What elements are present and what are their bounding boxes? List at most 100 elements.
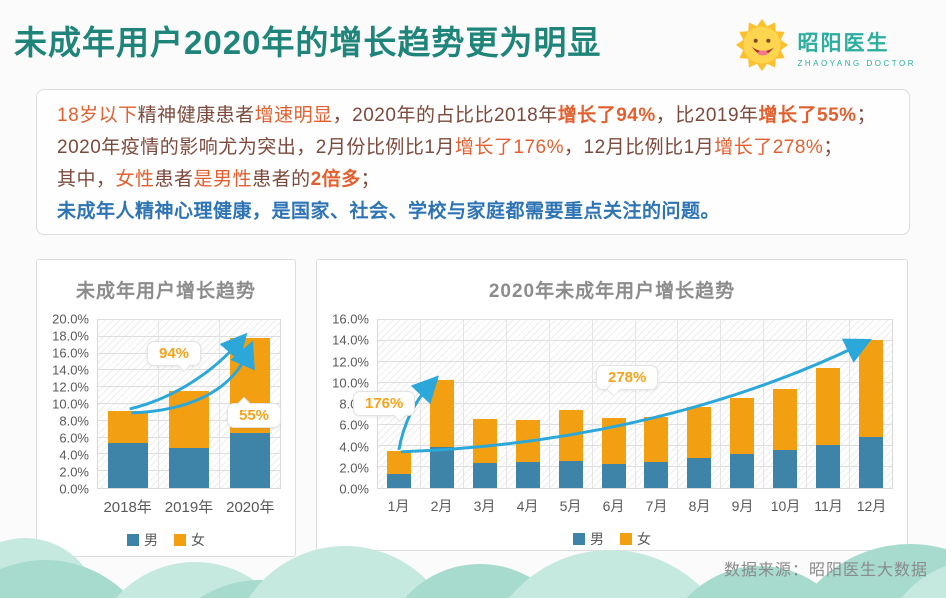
y-axis-tick-label: 12.0% [332, 354, 369, 369]
summary-text-segment: 患者 [154, 169, 194, 190]
y-axis-tick-label: 4.0% [339, 439, 369, 454]
stacked-bar [687, 320, 712, 488]
stacked-bar [108, 320, 148, 488]
y-axis-tick-label: 14.0% [52, 362, 89, 378]
bar-segment-female [859, 339, 884, 437]
charts-row: 未成年用户增长趋势 0.0% 2.0% 4.0% 6.0% 8.0% 10.0% 12.0%… [36, 259, 910, 557]
bar-segment-female [816, 368, 841, 445]
summary-text-segment: 女性 [115, 169, 155, 190]
summary-line-2: 2020年疫情的影响尤为突出，2月份比例比1月增长了176%，12月比例比1月增… [57, 132, 889, 164]
header: 未成年用户2020年的增长趋势更为明显 昭阳医生 ZHAOYANG DOCTOR [0, 0, 946, 83]
x-axis: 2018年 2019年 2020年 [97, 496, 281, 517]
summary-text-segment: 是 [193, 169, 214, 190]
bar-segment-male [515, 461, 540, 488]
x-axis: 1月 2月 3月 4月 5月 6月 7月 8月 9月 10月 11月 12月 [377, 496, 893, 516]
y-axis-tick-label: 8.0% [59, 413, 89, 429]
gridline [98, 335, 280, 337]
summary-text-segment: ，12月比例比1月 [564, 137, 715, 158]
monthly-growth-chart-card: 2020年未成年用户增长趋势 0.0%2.0%4.0%6.0%8.0%10.0%… [316, 259, 908, 551]
stacked-bar [773, 320, 798, 488]
summary-card: 18岁以下精神健康患者增速明显，2020年的占比比2018年增长了94%，比20… [36, 89, 910, 235]
bar-segment-male [687, 457, 712, 488]
y-axis-tick-label: 6.0% [59, 430, 89, 446]
bar-segment-female [730, 397, 755, 455]
y-axis-tick-label: 16.0% [52, 345, 89, 361]
plot-area-wrap: 94% 55% 2018年 2019年 2020年 [97, 319, 282, 517]
data-source-note: 数据来源：昭阳医生大数据 [723, 562, 928, 579]
sun-face-logo-icon [735, 18, 789, 77]
summary-text-segment: 患者的 [252, 169, 311, 190]
x-axis-label: 6月 [602, 498, 625, 514]
stacked-bar [558, 320, 583, 488]
bar-segment-female [108, 410, 148, 443]
legend: 男女 [51, 530, 281, 550]
summary-text-segment: ； [856, 105, 877, 126]
stacked-bar [730, 320, 755, 488]
summary-text-segment: 2倍多 [310, 169, 361, 190]
x-axis-label: 12月 [856, 498, 887, 514]
x-axis-label: 2020年 [226, 499, 275, 516]
y-axis-tick-label: 2.0% [339, 460, 369, 476]
bar-column [678, 320, 722, 488]
legend-swatch [127, 534, 139, 546]
yearly-growth-chart-card: 未成年用户增长趋势 0.0% 2.0% 4.0% 6.0% 8.0% 10.0% 12.0%… [36, 259, 296, 557]
bar-column [593, 320, 636, 488]
summary-text-segment: 2020年疫情的影响尤为突出，2月份比例比1月 [57, 137, 455, 158]
bar-segment-female [601, 417, 626, 464]
gridline [378, 319, 892, 320]
x-axis-label: 3月 [473, 498, 496, 514]
y-axis-tick-label: 6.0% [339, 417, 369, 433]
legend-swatch [174, 534, 186, 546]
y-axis-tick-label: 20.0% [52, 311, 89, 327]
x-axis-label: 8月 [688, 498, 711, 514]
bar-segment-female [386, 451, 411, 475]
summary-line-3: 其中，女性患者是男性患者的2倍多； [57, 164, 889, 196]
bar-segment-female [429, 379, 454, 448]
summary-text-segment: ，2020年的占比比2018年 [332, 105, 558, 126]
callout-55-percent: 55% [227, 403, 282, 428]
summary-line-4: 未成年人精神心理健康，是国家、社会、学校与家庭都需要重点关注的问题。 [57, 196, 889, 228]
y-axis-tick-label: 12.0% [52, 379, 89, 395]
logo-name: 昭阳医生 [797, 32, 890, 55]
bar-column [507, 320, 550, 488]
bar-column [550, 320, 593, 488]
legend-item: 男 [127, 530, 158, 550]
callout-176-percent: 176% [353, 391, 416, 416]
y-axis-tick-label: 18.0% [52, 328, 89, 344]
plot-area-wrap: 176% 278% 1月 2月 3月 4月 5月 6月 7月 8月 9月 10月 11月 12月 [353, 319, 893, 516]
bar-segment-male [108, 442, 148, 488]
bar-segment-male [601, 463, 626, 488]
summary-text-segment: 增速明显 [254, 105, 333, 126]
legend-swatch [620, 533, 632, 545]
bar-column [850, 320, 892, 488]
x-axis-label: 5月 [559, 498, 582, 514]
summary-text-segment: 增长了278% [714, 137, 824, 158]
x-axis-label: 2月 [430, 498, 453, 514]
stacked-bar [386, 320, 411, 488]
bar-segment-male [558, 460, 583, 488]
x-axis-label: 10月 [770, 498, 801, 514]
chart-body: 0.0%2.0%4.0%6.0%8.0%10.0%12.0%14.0%16.0%… [51, 312, 282, 517]
x-axis-label: 11月 [814, 498, 843, 514]
legend-item: 女 [174, 530, 205, 550]
bar-segment-male [386, 474, 411, 488]
chart-body: 0.0%2.0%4.0%6.0%8.0%10.0%12.0%14.0%16.0%… [331, 312, 893, 516]
legend-item: 男 [573, 529, 604, 549]
y-axis-tick-label: 10.0% [332, 375, 369, 391]
stacked-bar [816, 320, 841, 488]
stacked-bar [859, 320, 884, 488]
bar-segment-female [773, 389, 798, 451]
y-axis-tick-label: 4.0% [59, 447, 89, 463]
callout-278-percent: 278% [596, 365, 659, 390]
stacked-bar [429, 320, 454, 488]
summary-text-segment: 精神健康患者 [137, 105, 255, 126]
bar-segment-male [169, 447, 209, 488]
summary-text-segment: ，比2019年 [655, 105, 759, 126]
chart-title: 未成年用户增长趋势 [75, 281, 256, 302]
x-axis-label: 2019年 [164, 499, 214, 516]
logo-subtitle: ZHAOYANG DOCTOR [797, 59, 916, 68]
y-axis-tick-label: 14.0% [332, 332, 369, 348]
callout-94-percent: 94% [147, 341, 202, 366]
x-axis-label: 4月 [516, 498, 539, 514]
